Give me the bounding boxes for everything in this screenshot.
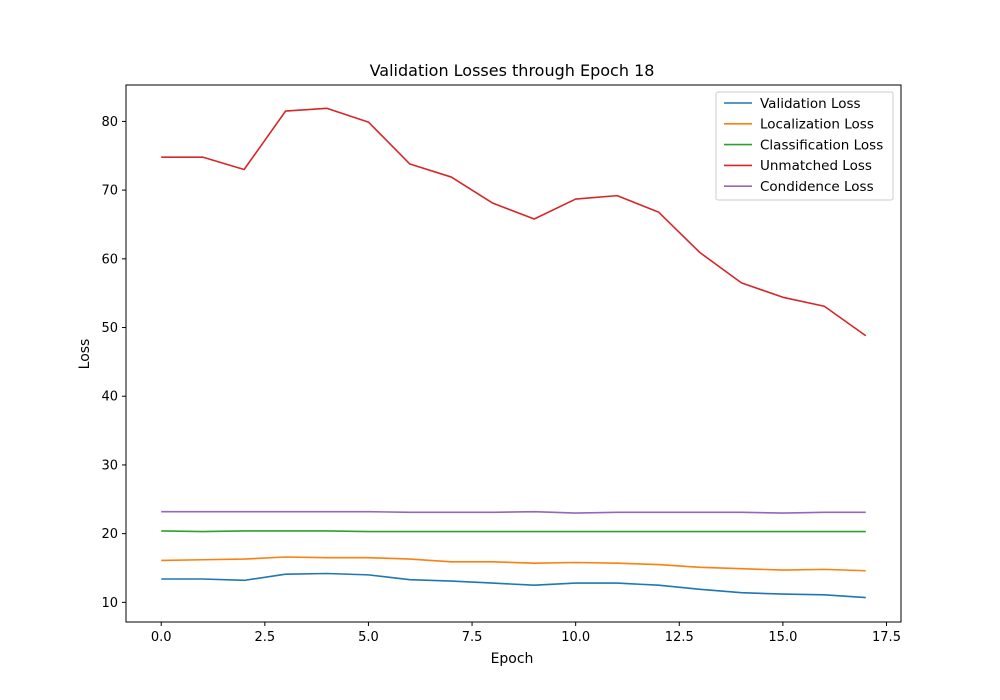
series-line-2 (161, 556, 866, 572)
y-tick-label: 80 (101, 115, 118, 130)
legend: Validation Loss Localization Loss Classifi… (715, 91, 894, 201)
x-tick-label: 2.5 (254, 630, 275, 645)
series-line-3 (161, 530, 866, 533)
x-tick-label: 7.5 (462, 630, 483, 645)
y-tick-label: 70 (101, 184, 118, 199)
y-tick-label: 50 (101, 321, 118, 336)
x-tick-label: 12.5 (665, 630, 694, 645)
legend-label: Validation Loss (760, 96, 861, 112)
chart-title: Validation Losses through Epoch 18 (370, 61, 655, 80)
y-tick-label: 40 (101, 390, 118, 405)
y-axis: 10 20 30 40 50 60 70 80 (101, 115, 126, 611)
x-axis-label: Epoch (491, 651, 534, 667)
series-line-4 (161, 107, 867, 337)
series-line-1 (161, 572, 866, 599)
series-line-5 (161, 510, 866, 514)
x-tick-label: 5.0 (358, 630, 379, 645)
x-axis: 0.0 2.5 5.0 7.5 10.0 12.5 15.0 17.5 (151, 622, 901, 645)
y-axis-label: Loss (77, 339, 93, 370)
legend-label: Unmatched Loss (760, 158, 872, 174)
plot-area (161, 107, 867, 599)
y-tick-label: 30 (101, 458, 118, 473)
legend-label: Classification Loss (760, 137, 883, 153)
axes-frame (125, 84, 902, 623)
legend-label: Localization Loss (760, 117, 874, 133)
legend-box (715, 91, 894, 201)
x-tick-label: 17.5 (872, 630, 901, 645)
x-tick-label: 10.0 (561, 630, 590, 645)
legend-label: Condidence Loss (760, 179, 874, 195)
y-tick-label: 10 (101, 596, 118, 611)
y-tick-label: 20 (101, 527, 118, 542)
x-tick-label: 15.0 (768, 630, 797, 645)
y-tick-label: 60 (101, 252, 118, 267)
x-tick-label: 0.0 (151, 630, 172, 645)
